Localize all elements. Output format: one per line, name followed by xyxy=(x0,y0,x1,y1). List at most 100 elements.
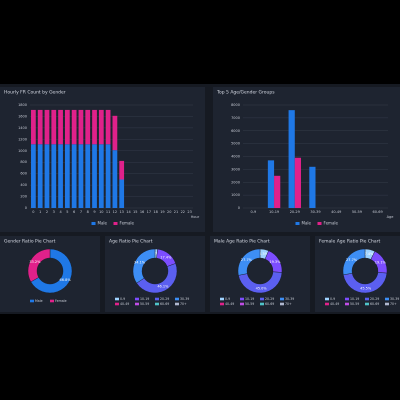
slice-label: 19.3% xyxy=(269,260,281,264)
donut-slice xyxy=(30,248,73,294)
slice-label: 6.3% xyxy=(259,252,269,256)
legend-swatch xyxy=(175,302,179,306)
slice-label: 7.4% xyxy=(365,252,375,256)
panel-title: Hourly FR Count by Gender xyxy=(4,90,66,96)
legend-swatch xyxy=(155,297,159,301)
slice-label: 45.5% xyxy=(360,286,372,290)
bar xyxy=(267,160,275,208)
legend-label: 20-29 xyxy=(160,297,169,301)
bar xyxy=(31,144,36,208)
legend-label: 30-39 xyxy=(180,297,189,301)
x-tick-label: 2 xyxy=(46,210,48,214)
x-tick-label: 40-49 xyxy=(331,210,341,214)
legend-swatch xyxy=(365,297,369,301)
x-tick-label: 4 xyxy=(59,210,62,214)
y-tick-label: 4000 xyxy=(231,155,240,159)
x-tick-label: 1 xyxy=(39,210,41,214)
x-tick-label: 13 xyxy=(119,210,123,214)
slice-label: 1.9% xyxy=(152,252,162,256)
legend-swatch xyxy=(175,297,179,301)
x-tick-label: 0-9 xyxy=(250,210,256,214)
slice-label: 19.1% xyxy=(375,261,387,265)
bar xyxy=(112,150,118,208)
bar xyxy=(288,110,295,208)
legend-swatch xyxy=(220,302,224,306)
bar xyxy=(51,109,57,145)
bar xyxy=(37,144,43,208)
bar xyxy=(58,109,63,145)
panel-title: Male Age Ratio Pie Chart xyxy=(214,239,270,245)
legend-swatch xyxy=(385,302,389,306)
legend-swatch xyxy=(295,222,300,225)
x-tick-label: 0 xyxy=(32,210,34,214)
legend-swatch xyxy=(325,302,329,306)
bar xyxy=(112,115,118,151)
legend-label: 30-39 xyxy=(390,297,399,301)
legend-swatch xyxy=(280,302,284,306)
legend-swatch xyxy=(365,302,369,306)
legend-label: 60-69 xyxy=(160,302,169,306)
y-tick-label: 2000 xyxy=(231,180,240,184)
y-tick-label: 1600 xyxy=(18,114,27,118)
slice-label: 34.1% xyxy=(134,261,146,265)
bar xyxy=(31,109,36,145)
legend-label: Female xyxy=(120,221,135,226)
x-tick-label: 6 xyxy=(73,210,75,214)
y-tick-label: 1000 xyxy=(18,149,27,153)
legend-label: 50-59 xyxy=(140,302,149,306)
legend-swatch xyxy=(260,297,264,301)
legend-swatch xyxy=(240,297,244,301)
legend-swatch xyxy=(135,297,139,301)
y-tick-label: 600 xyxy=(20,172,27,176)
slice-label: 17.4% xyxy=(160,255,172,259)
bar xyxy=(309,166,316,208)
legend-label: 10-19 xyxy=(350,297,359,301)
x-tick-label: 18 xyxy=(153,210,157,214)
legend-swatch xyxy=(220,297,224,301)
legend-label: 40-49 xyxy=(225,302,234,306)
x-tick-label: 8 xyxy=(87,210,89,214)
x-axis-label: Hour xyxy=(191,215,200,219)
bar xyxy=(274,175,281,208)
x-tick-label: 30-39 xyxy=(310,210,320,214)
bar xyxy=(44,109,50,145)
bar xyxy=(78,109,84,145)
legend-swatch xyxy=(115,302,119,306)
x-tick-label: 15 xyxy=(133,210,137,214)
legend-label: 70+ xyxy=(180,302,187,306)
y-tick-label: 5000 xyxy=(231,142,240,146)
x-tick-label: 5 xyxy=(66,210,68,214)
legend-label: Male xyxy=(35,299,43,303)
legend-label: 70+ xyxy=(285,302,292,306)
bar xyxy=(44,144,50,208)
bar xyxy=(105,109,111,145)
bar xyxy=(119,160,125,180)
bar xyxy=(37,109,43,145)
y-tick-label: 6000 xyxy=(231,129,240,133)
x-tick-label: 21 xyxy=(174,210,178,214)
legend-swatch xyxy=(325,297,329,301)
y-tick-label: 0 xyxy=(238,206,240,210)
legend-label: Male xyxy=(302,221,312,226)
panel-title: Gender Ratio Pie Chart xyxy=(4,239,56,245)
bar xyxy=(85,109,91,145)
x-tick-label: 3 xyxy=(53,210,55,214)
legend-label: 50-59 xyxy=(350,302,359,306)
panel-title: Female Age Ratio Pie Chart xyxy=(319,239,380,245)
legend-label: 10-19 xyxy=(140,297,149,301)
legend-swatch xyxy=(260,302,264,306)
legend-label: 40-49 xyxy=(120,302,129,306)
legend-label: 0-9 xyxy=(225,297,230,301)
legend-swatch xyxy=(345,297,349,301)
x-axis-label: Age xyxy=(387,215,394,219)
y-tick-label: 1200 xyxy=(18,137,27,141)
bar xyxy=(98,144,104,208)
x-tick-label: 60-69 xyxy=(373,210,383,214)
panel-title: Age Ratio Pie Chart xyxy=(109,239,153,245)
legend-label: Female xyxy=(324,221,339,226)
bar xyxy=(71,144,77,208)
legend-label: 20-29 xyxy=(265,297,274,301)
x-tick-label: 17 xyxy=(147,210,151,214)
legend-label: 0-9 xyxy=(120,297,125,301)
